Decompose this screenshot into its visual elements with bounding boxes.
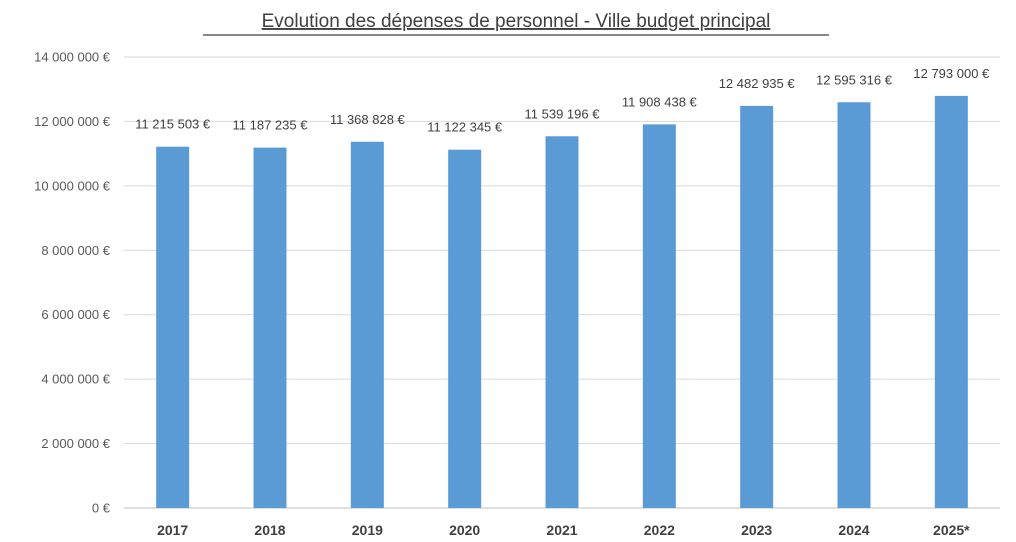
y-tick-label: 14 000 000 € xyxy=(34,50,111,65)
bar-2020 xyxy=(448,149,482,508)
x-tick-label-2022: 2022 xyxy=(644,522,675,538)
data-label-2021: 11 539 196 € xyxy=(525,106,601,121)
bars xyxy=(156,95,968,509)
x-tick-label-2020: 2020 xyxy=(449,522,480,538)
x-tick-label-2025: 2025* xyxy=(933,522,970,538)
x-tick-label-2018: 2018 xyxy=(254,522,285,538)
y-tick-label: 0 € xyxy=(92,501,111,516)
data-label-2017: 11 215 503 € xyxy=(135,117,211,132)
x-axis: 2017 2018 2019 2020 2021 2022 2023 2024 2025* xyxy=(157,522,970,538)
bar-2023 xyxy=(740,105,774,509)
x-tick-label-2023: 2023 xyxy=(741,522,772,538)
chart-title: Evolution des dépenses de personnel - Vi… xyxy=(262,11,771,32)
bar-2021 xyxy=(545,136,579,508)
data-label-2022: 11 908 438 € xyxy=(622,94,698,109)
y-axis: 0 € 2 000 000 € 4 000 000 € 6 000 000 € 8 00… xyxy=(34,50,111,516)
y-tick-label: 4 000 000 € xyxy=(41,372,110,387)
data-label-2018: 11 187 235 € xyxy=(233,118,309,133)
bar-2025 xyxy=(934,95,968,509)
y-tick-label: 2 000 000 € xyxy=(41,436,110,451)
data-label-2019: 11 368 828 € xyxy=(330,112,406,127)
data-label-2023: 12 482 935 € xyxy=(719,76,796,91)
y-tick-label: 8 000 000 € xyxy=(41,243,110,258)
bar-2017 xyxy=(156,146,190,509)
bar-2019 xyxy=(350,141,384,508)
x-tick-label-2021: 2021 xyxy=(546,522,577,538)
y-tick-label: 10 000 000 € xyxy=(34,178,111,193)
x-tick-label-2019: 2019 xyxy=(352,522,383,538)
bar-2022 xyxy=(642,124,676,508)
data-label-2025: 12 793 000 € xyxy=(913,66,990,81)
y-tick-label: 6 000 000 € xyxy=(41,307,110,322)
data-labels: 11 215 503 € 11 187 235 € 11 368 828 € 11 1… xyxy=(135,66,990,135)
data-label-2020: 11 122 345 € xyxy=(427,120,503,135)
bar-2018 xyxy=(253,147,287,509)
bar-2024 xyxy=(837,102,871,509)
y-tick-label: 12 000 000 € xyxy=(34,114,111,129)
x-tick-label-2024: 2024 xyxy=(838,522,869,538)
data-label-2024: 12 595 316 € xyxy=(816,72,893,87)
x-tick-label-2017: 2017 xyxy=(157,522,188,538)
